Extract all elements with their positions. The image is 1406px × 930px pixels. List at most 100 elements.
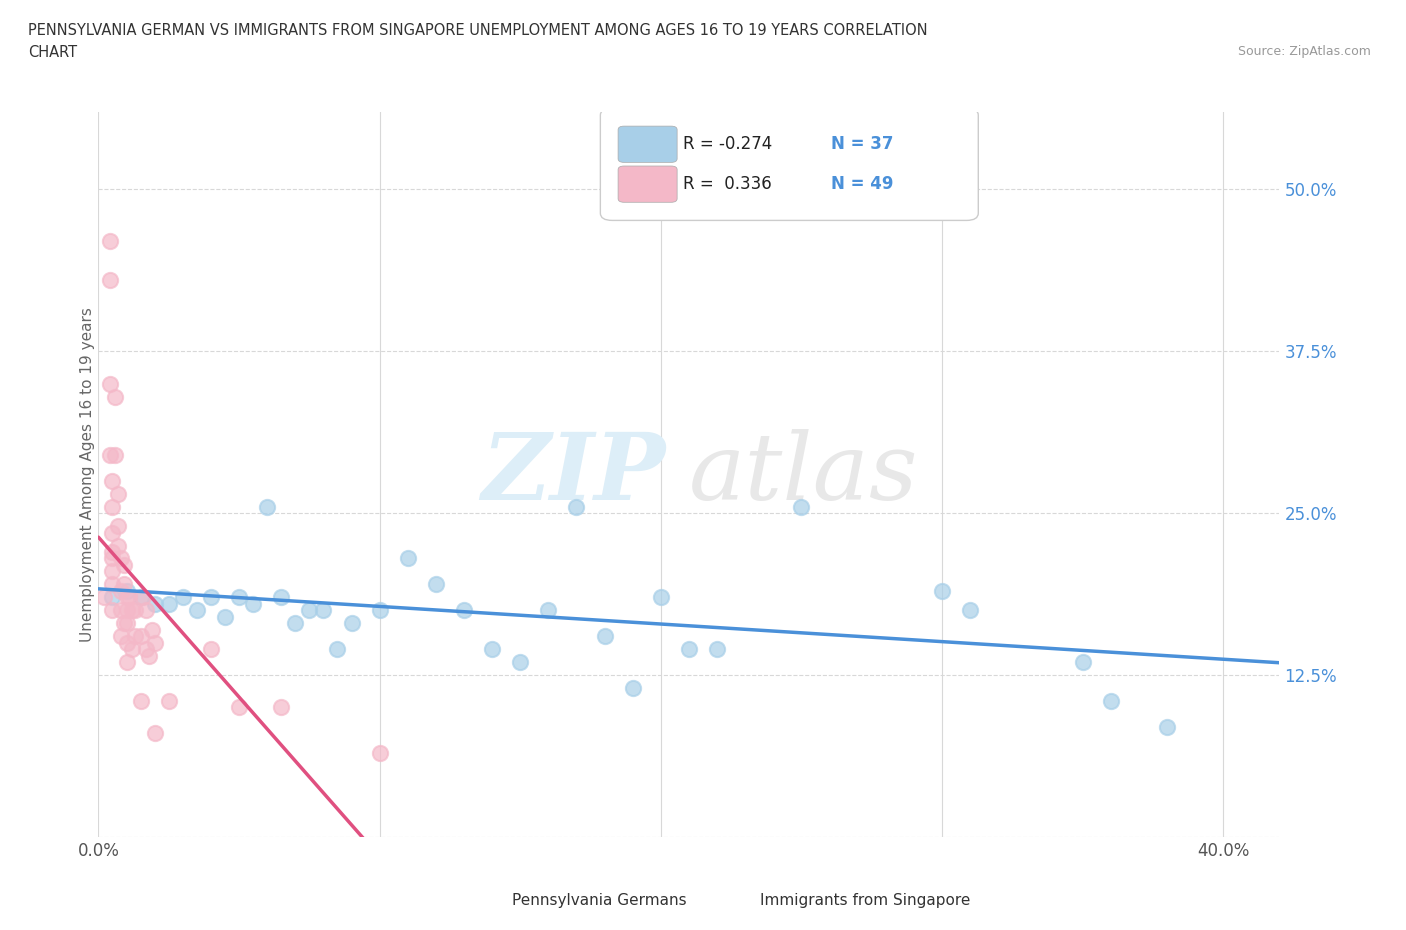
Point <box>143 596 166 611</box>
Point <box>101 603 124 618</box>
Point <box>706 642 728 657</box>
Point <box>157 596 180 611</box>
Text: N = 49: N = 49 <box>831 175 893 193</box>
Point <box>425 577 447 591</box>
FancyBboxPatch shape <box>600 108 979 220</box>
Point <box>107 538 129 553</box>
Point <box>790 499 813 514</box>
Point <box>101 499 124 514</box>
Point <box>110 551 132 566</box>
Text: Pennsylvania Germans: Pennsylvania Germans <box>512 893 686 908</box>
Point <box>104 447 127 462</box>
Point <box>115 590 138 604</box>
Text: ZIP: ZIP <box>481 430 665 519</box>
Point <box>115 635 138 650</box>
Point <box>98 272 121 287</box>
Point <box>256 499 278 514</box>
Point <box>326 642 349 657</box>
Point <box>143 635 166 650</box>
Point <box>565 499 588 514</box>
Point <box>621 681 644 696</box>
Point <box>121 642 143 657</box>
Point <box>228 590 250 604</box>
Point <box>678 642 700 657</box>
Point <box>340 616 363 631</box>
Point <box>93 590 115 604</box>
Point <box>298 603 321 618</box>
Text: R = -0.274: R = -0.274 <box>683 135 772 153</box>
Point <box>132 590 155 604</box>
FancyBboxPatch shape <box>619 126 678 163</box>
Text: R =  0.336: R = 0.336 <box>683 175 772 193</box>
Point <box>509 655 531 670</box>
Point <box>141 622 163 637</box>
Point <box>1099 694 1122 709</box>
Point <box>368 603 391 618</box>
Point <box>270 700 292 715</box>
FancyBboxPatch shape <box>699 887 751 913</box>
Point <box>135 642 157 657</box>
Text: PENNSYLVANIA GERMAN VS IMMIGRANTS FROM SINGAPORE UNEMPLOYMENT AMONG AGES 16 TO 1: PENNSYLVANIA GERMAN VS IMMIGRANTS FROM S… <box>28 23 928 38</box>
Text: N = 37: N = 37 <box>831 135 893 153</box>
Point <box>129 590 152 604</box>
Point <box>143 726 166 741</box>
Point <box>312 603 335 618</box>
Point <box>481 642 503 657</box>
Point <box>107 519 129 534</box>
Point <box>101 473 124 488</box>
Point <box>593 629 616 644</box>
Point <box>228 700 250 715</box>
Point <box>186 603 208 618</box>
Point <box>121 603 143 618</box>
Point <box>98 377 121 392</box>
Point <box>118 590 141 604</box>
Point <box>115 655 138 670</box>
Point <box>110 629 132 644</box>
Point <box>112 558 135 573</box>
Text: Source: ZipAtlas.com: Source: ZipAtlas.com <box>1237 45 1371 58</box>
FancyBboxPatch shape <box>450 887 502 913</box>
Point <box>138 648 160 663</box>
Point <box>112 616 135 631</box>
Point <box>101 545 124 560</box>
Point <box>135 603 157 618</box>
Text: atlas: atlas <box>689 430 918 519</box>
Point <box>242 596 264 611</box>
Point <box>396 551 419 566</box>
Text: Immigrants from Singapore: Immigrants from Singapore <box>759 893 970 908</box>
Point <box>115 583 138 598</box>
Point <box>270 590 292 604</box>
Point <box>931 583 953 598</box>
Point <box>98 233 121 248</box>
Point <box>172 590 194 604</box>
Point <box>110 583 132 598</box>
Point <box>101 564 124 578</box>
Point <box>129 629 152 644</box>
Point <box>200 590 222 604</box>
Point <box>959 603 981 618</box>
FancyBboxPatch shape <box>619 166 678 203</box>
Point <box>650 590 672 604</box>
Point <box>214 609 236 624</box>
Point <box>368 745 391 760</box>
Point <box>101 551 124 566</box>
Point <box>112 577 135 591</box>
Point <box>129 694 152 709</box>
Point <box>104 389 127 404</box>
Point <box>98 447 121 462</box>
Point <box>124 629 146 644</box>
Point <box>284 616 307 631</box>
Point <box>101 577 124 591</box>
Y-axis label: Unemployment Among Ages 16 to 19 years: Unemployment Among Ages 16 to 19 years <box>80 307 94 642</box>
Point <box>453 603 475 618</box>
Point <box>115 603 138 618</box>
Point <box>537 603 560 618</box>
Point <box>115 616 138 631</box>
Point <box>101 525 124 540</box>
Point <box>157 694 180 709</box>
Point <box>110 603 132 618</box>
Point <box>124 603 146 618</box>
Text: CHART: CHART <box>28 45 77 60</box>
Point <box>200 642 222 657</box>
Point <box>107 486 129 501</box>
